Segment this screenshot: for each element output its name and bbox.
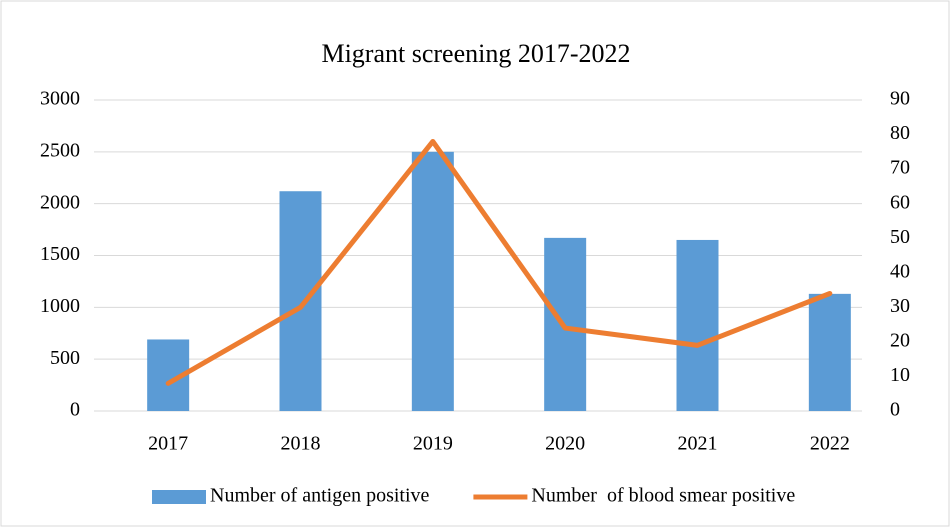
y-tick-label: 1000 bbox=[40, 295, 80, 317]
bar bbox=[808, 293, 851, 411]
y2-tick-label: 0 bbox=[890, 399, 900, 421]
bar bbox=[279, 191, 322, 411]
legend-swatch bbox=[152, 490, 206, 504]
legend-label: Number of blood smear positive bbox=[531, 485, 795, 507]
chart-title: Migrant screening 2017-2022 bbox=[321, 39, 630, 68]
line bbox=[165, 138, 833, 386]
y2-tick-label: 20 bbox=[890, 329, 910, 351]
x-tick-label: 2018 bbox=[281, 433, 321, 455]
y-tick-label: 2500 bbox=[40, 139, 80, 161]
x-tick-label: 2022 bbox=[810, 433, 850, 455]
x-tick-label: 2017 bbox=[148, 433, 188, 455]
y2-tick-label: 60 bbox=[890, 191, 910, 213]
y-tick-label: 500 bbox=[50, 347, 80, 369]
y-tick-label: 1500 bbox=[40, 243, 80, 265]
x-tick-label: 2019 bbox=[413, 433, 453, 455]
y2-tick-label: 30 bbox=[890, 295, 910, 317]
y-tick-label: 0 bbox=[70, 399, 80, 421]
bar bbox=[676, 239, 719, 411]
y2-tick-label: 90 bbox=[890, 88, 910, 110]
y2-tick-label: 50 bbox=[890, 226, 910, 248]
y2-tick-label: 80 bbox=[890, 122, 910, 144]
y2-tick-label: 40 bbox=[890, 260, 910, 282]
y-tick-label: 2000 bbox=[40, 191, 80, 213]
bar bbox=[411, 151, 454, 412]
y2-tick-label: 10 bbox=[890, 364, 910, 386]
legend-label: Number of antigen positive bbox=[210, 485, 430, 507]
y-tick-label: 3000 bbox=[40, 88, 80, 110]
x-tick-label: 2020 bbox=[545, 433, 585, 455]
x-tick-label: 2021 bbox=[678, 433, 718, 455]
y2-tick-label: 70 bbox=[890, 157, 910, 179]
